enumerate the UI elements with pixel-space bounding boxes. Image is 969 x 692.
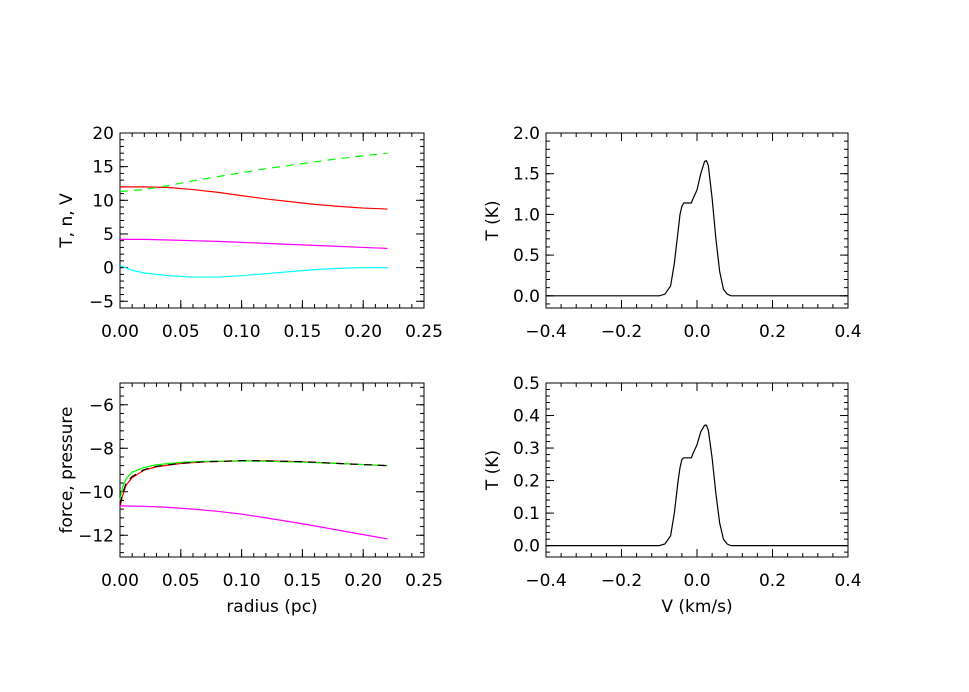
x-tick-label: 0.00 [101,322,139,342]
x-axis-title: radius (pc) [226,597,317,617]
panel-top-right: −0.4 −0.2 0.0 0.2 0.4 0.0 0.5 1.0 1.5 2.0 T (K) [483,124,862,342]
y-tick-label: 0.2 [513,472,540,492]
x-tick-label: 0.15 [283,571,321,591]
y-tick-label: 0 [103,259,114,279]
y-tick-label: 0.1 [513,504,540,524]
x-tick-label: 0.20 [344,571,382,591]
series-line-3 [119,505,388,540]
series-line-2 [120,238,388,250]
y-tick-label: 2.0 [513,124,540,144]
series-line-1 [119,460,388,501]
x-tick-label: 0.25 [405,322,443,342]
y-tick-label: −10 [78,483,114,503]
panel-top-left: 0.00 0.05 0.10 0.15 0.20 0.25 −5 0 5 10 15 20 T, n, … [57,124,443,342]
x-tick-label: 0.10 [223,571,261,591]
y-tick-label: 0.4 [513,407,540,427]
x-tick-label: −0.2 [601,322,642,342]
y-tick-label: 0.0 [513,537,540,557]
x-tick-label: 0.20 [344,322,382,342]
x-tick-label: 0.25 [405,571,443,591]
y-tick-label: 5 [103,225,114,245]
x-tick-label: 0.00 [101,571,139,591]
y-tick-label: 0.3 [513,439,540,459]
series-line-0 [120,186,388,210]
x-tick-label: 0.0 [683,322,710,342]
plot-frame [119,382,425,558]
series-line-1 [119,152,388,193]
y-tick-label: −6 [89,396,114,416]
x-tick-label: 0.05 [162,571,200,591]
x-tick-label: −0.4 [525,322,566,342]
y-tick-label: 1.0 [513,205,540,225]
y-tick-label: 0.5 [513,374,540,394]
x-tick-label: 0.2 [759,571,786,591]
x-tick-label: 0.10 [223,322,261,342]
y-tick-label: 20 [92,124,114,144]
panel-bottom-right: −0.4 −0.2 0.0 0.2 0.4 0.0 0.1 0.2 0.3 0.4 0.5 T (K)… [483,374,862,617]
y-tick-label: 0.5 [513,246,540,266]
y-axis-title: T (K) [483,200,503,241]
y-tick-label: 10 [92,191,114,211]
series-line-0 [546,159,848,297]
y-tick-label: −12 [78,526,114,546]
series-line-0 [546,424,848,547]
x-tick-label: 0.4 [834,322,861,342]
y-axis-title: T, n, V [57,193,77,249]
y-tick-label: 1.5 [513,165,540,185]
y-axis-title: T (K) [483,450,503,491]
x-tick-label: −0.4 [525,571,566,591]
x-axis-title: V (km/s) [661,597,732,617]
panel-bottom-left: 0.00 0.05 0.10 0.15 0.20 0.25 −12 −10 −8 −6 force,… [57,382,443,617]
y-tick-label: −5 [89,292,114,312]
y-tick-label: −8 [89,439,114,459]
y-tick-label: 15 [92,158,114,178]
series-line-3 [119,265,388,278]
y-tick-label: 0.0 [513,287,540,307]
x-tick-label: 0.4 [834,571,861,591]
y-axis-title: force, pressure [57,406,77,533]
x-tick-label: 0.0 [683,571,710,591]
x-tick-label: −0.2 [601,571,642,591]
x-tick-label: 0.15 [283,322,321,342]
x-tick-label: 0.05 [162,322,200,342]
x-tick-label: 0.2 [759,322,786,342]
